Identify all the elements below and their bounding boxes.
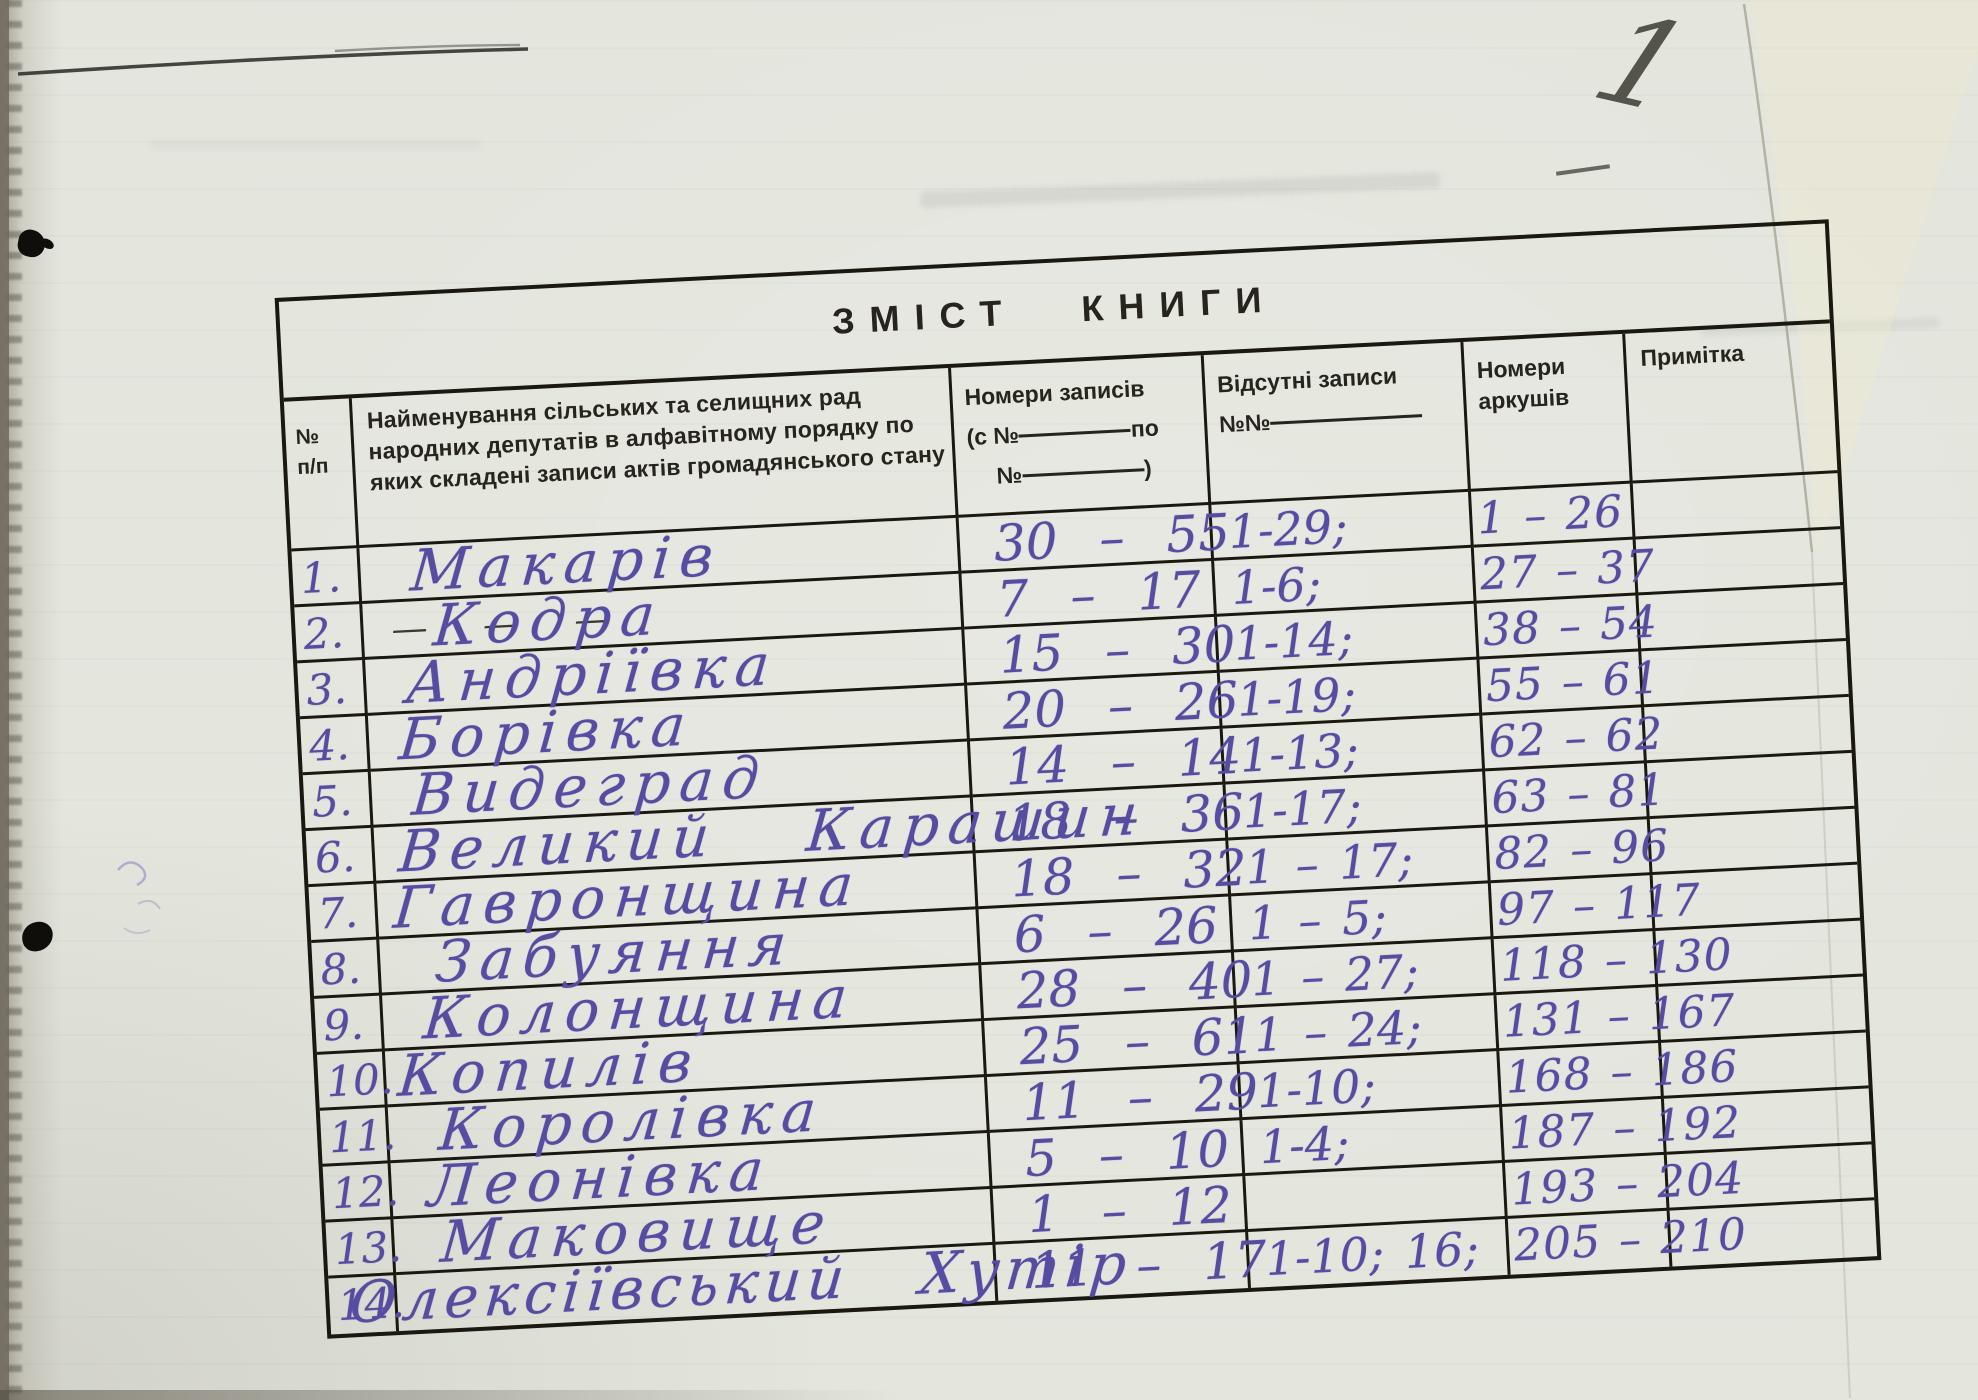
row-number: 2.: [294, 603, 366, 664]
row-number: 5.: [302, 771, 374, 832]
note-cell: [1646, 752, 1855, 820]
contents-table: ЗМІСТ КНИГИ № п/п Найменування сільських…: [274, 219, 1882, 1339]
sheet-range: 168 – 186: [1499, 1041, 1740, 1107]
show-through-smudge: [150, 140, 480, 149]
row-number: 7.: [308, 883, 380, 943]
note-cell: [1655, 920, 1863, 987]
sheet-number: 1: [1575, 0, 1710, 141]
note-cell: [1632, 473, 1841, 540]
col-header-sheet-numbers: Номери аркушів: [1463, 333, 1633, 492]
table-grid: № п/п Найменування сільських та селищних…: [283, 323, 1878, 1337]
col-header-note: Примітка: [1625, 323, 1838, 484]
ink-smudge: [117, 861, 161, 934]
row-number: 4.: [299, 715, 371, 776]
note-cell: [1649, 808, 1858, 876]
note-cell: [1666, 1144, 1875, 1211]
note-cell: [1635, 529, 1844, 596]
sheet-range: 187 – 192: [1502, 1097, 1742, 1163]
col-header-missing-records: Відсутні записи №№: [1203, 341, 1471, 505]
sheet-range: 55 – 61: [1479, 651, 1662, 716]
col-header-settlement-name: Найменування сільських та селищних рад н…: [351, 367, 959, 549]
col-header-record-numbers: Номери записів (с № по №): [951, 355, 1212, 518]
note-cell: [1658, 976, 1866, 1043]
note-cell: [1652, 864, 1861, 931]
missing-records: 1-10; 16;: [1248, 1218, 1511, 1288]
row-number: 1.: [291, 548, 363, 608]
sheet-number-underline: [1555, 164, 1611, 176]
record-numbers: 11 – 17: [995, 1230, 1268, 1301]
note-cell: [1644, 696, 1852, 764]
col-header-num-sign: №: [295, 424, 320, 450]
sheet-range: 27 – 37: [1473, 539, 1656, 604]
row-number: 8.: [311, 939, 383, 999]
sheet-range: 38 – 54: [1476, 595, 1659, 660]
col-header-num-pp: п/п: [296, 454, 329, 480]
sheet-range: 97 – 117: [1490, 875, 1702, 940]
note-cell: [1670, 1200, 1878, 1266]
sheet-range: 118 – 130: [1493, 929, 1734, 996]
note-cell: [1641, 640, 1849, 708]
row-number: 12.: [322, 1163, 400, 1223]
note-cell: [1638, 585, 1847, 652]
sheet-range: 1 – 26: [1470, 483, 1636, 548]
row-number: 11.: [319, 1107, 397, 1167]
show-through-smudge: [919, 172, 1441, 208]
sheet-range: 62 – 62: [1482, 707, 1665, 772]
page-left-edge-noise: [6, 0, 22, 1400]
page-left-edge: [0, 0, 9, 1400]
col-header-row-number: № п/п: [283, 398, 360, 552]
sheet-range: 63 – 81: [1485, 763, 1668, 828]
row-number: 10.: [316, 1051, 394, 1111]
note-cell: [1661, 1032, 1869, 1099]
sheet-range: 193 – 204: [1504, 1153, 1745, 1219]
row-number: 3.: [297, 659, 368, 720]
sheet-range: 82 – 96: [1487, 819, 1670, 884]
note-cell: [1663, 1088, 1872, 1155]
row-number: 6.: [305, 827, 377, 888]
page-bottom-edge-shadow: [0, 1390, 900, 1400]
sheet-range: 131 – 167: [1496, 985, 1737, 1052]
sheet-range: 205 – 210: [1507, 1209, 1748, 1275]
row-number: 9.: [314, 995, 385, 1055]
